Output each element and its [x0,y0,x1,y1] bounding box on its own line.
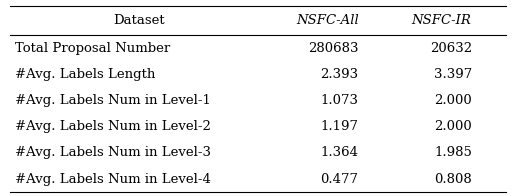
Text: Dataset: Dataset [114,14,165,27]
Text: 1.985: 1.985 [434,146,472,159]
Text: 2.393: 2.393 [320,68,359,81]
Text: 1.197: 1.197 [320,120,359,133]
Text: 3.397: 3.397 [434,68,472,81]
Text: 2.000: 2.000 [434,94,472,107]
Text: #Avg. Labels Length: #Avg. Labels Length [15,68,156,81]
Text: NSFC-All: NSFC-All [296,14,359,27]
Text: 0.477: 0.477 [320,172,359,185]
Text: 0.808: 0.808 [434,172,472,185]
Text: 280683: 280683 [308,42,359,55]
Text: NSFC-IR: NSFC-IR [411,14,471,27]
Text: #Avg. Labels Num in Level-1: #Avg. Labels Num in Level-1 [15,94,212,107]
Text: #Avg. Labels Num in Level-3: #Avg. Labels Num in Level-3 [15,146,212,159]
Text: #Avg. Labels Num in Level-2: #Avg. Labels Num in Level-2 [15,120,212,133]
Text: 1.364: 1.364 [320,146,359,159]
Text: 20632: 20632 [430,42,472,55]
Text: #Avg. Labels Num in Level-4: #Avg. Labels Num in Level-4 [15,172,212,185]
Text: 2.000: 2.000 [434,120,472,133]
Text: Total Proposal Number: Total Proposal Number [15,42,171,55]
Text: 1.073: 1.073 [320,94,359,107]
